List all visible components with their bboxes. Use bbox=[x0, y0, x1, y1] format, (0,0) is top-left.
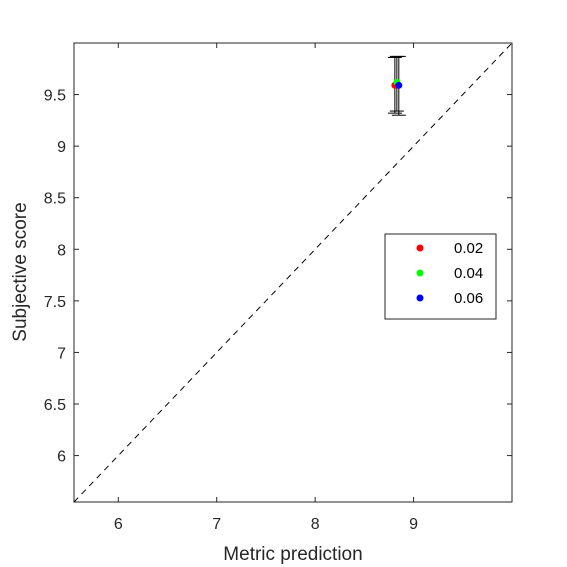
reference-diagonal-line bbox=[73, 42, 513, 503]
data-point bbox=[395, 81, 403, 89]
y-tick-label: 7.5 bbox=[44, 294, 66, 311]
y-tick-label: 6.5 bbox=[44, 397, 66, 414]
x-tick-label: 8 bbox=[311, 516, 320, 533]
y-axis-ticks: 6 6.5 7 7.5 8 8.5 9 9.5 bbox=[44, 88, 512, 466]
legend-marker bbox=[416, 294, 424, 302]
x-tick-label: 7 bbox=[212, 516, 221, 533]
x-axis-ticks: 6 7 8 9 bbox=[114, 43, 418, 533]
data-points bbox=[391, 78, 403, 89]
y-tick-label: 9 bbox=[57, 139, 66, 156]
legend-entry-label: 0.06 bbox=[454, 290, 483, 307]
reference-line-group bbox=[73, 42, 513, 503]
legend: 0.02 0.04 0.06 bbox=[384, 233, 497, 320]
legend-entry-label: 0.04 bbox=[454, 265, 483, 282]
legend-marker bbox=[416, 269, 424, 277]
x-tick-label: 9 bbox=[409, 516, 418, 533]
x-axis-label: Metric prediction bbox=[223, 544, 362, 565]
x-tick-label: 6 bbox=[114, 516, 123, 533]
y-tick-label: 7 bbox=[57, 345, 66, 362]
y-tick-label: 8 bbox=[57, 242, 66, 259]
legend-entry-label: 0.02 bbox=[454, 240, 483, 257]
y-axis-label: Subjective score bbox=[10, 202, 31, 341]
y-tick-label: 9.5 bbox=[44, 88, 66, 105]
legend-box bbox=[384, 233, 497, 320]
legend-marker bbox=[416, 244, 424, 252]
y-tick-label: 8.5 bbox=[44, 191, 66, 208]
y-tick-label: 6 bbox=[57, 449, 66, 466]
